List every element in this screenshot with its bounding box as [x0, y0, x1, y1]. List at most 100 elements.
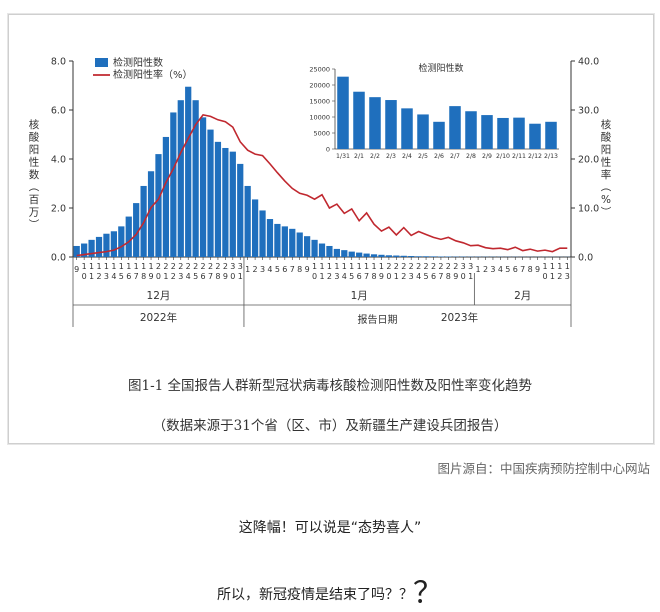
right-axis-title-char: %: [601, 194, 611, 206]
positive-count-bar: [200, 117, 206, 257]
inset-bar: [449, 106, 461, 149]
legend-line-label: 检测阳性率（%）: [113, 68, 193, 81]
article-line-2-text: 所以，新冠疫情是结束了吗？？: [217, 587, 413, 603]
inset-x-label: 2/4: [402, 153, 412, 160]
figure-caption-note: （数据来源于31个省（区、市）及新疆生产建设兵团报告）: [8, 414, 652, 434]
left-tick-label: 0.0: [51, 253, 66, 264]
x-day-label: 2: [253, 265, 258, 274]
right-tick-label: 30.0: [578, 106, 599, 117]
positive-count-bar: [349, 252, 355, 257]
positive-count-bar: [356, 253, 362, 257]
year-label-2023: 2023年: [441, 311, 478, 324]
inset-bar: [529, 124, 541, 149]
positive-count-bar: [118, 226, 124, 257]
inset-bar: [385, 100, 397, 149]
positive-count-bar: [363, 254, 369, 257]
left-axis-title-char: 阳: [29, 144, 40, 156]
left-axis-title-char: 百: [29, 194, 40, 206]
positive-count-bar: [267, 219, 273, 257]
positive-count-bar: [289, 229, 295, 257]
positive-count-bar: [155, 154, 161, 257]
inset-x-label: 2/7: [450, 153, 460, 160]
legend-bar-swatch: [95, 58, 108, 67]
article-line-1: 这降幅！可以说是“态势喜人”: [0, 517, 660, 537]
left-axis-title-char: 万: [29, 207, 40, 219]
inset-y-tick-label: 5000: [313, 130, 330, 138]
right-axis-title-char: 酸: [601, 131, 612, 144]
positive-count-bar: [319, 244, 325, 257]
positive-count-bar: [393, 256, 399, 257]
positive-count-bar: [259, 210, 265, 257]
positive-count-bar: [297, 233, 303, 258]
x-day-label: 7: [290, 265, 295, 274]
left-axis-title-char: 酸: [29, 131, 40, 144]
x-day-label: 4: [267, 265, 272, 274]
inset-x-label: 2/3: [386, 153, 396, 160]
inset-bar: [353, 92, 365, 149]
x-day-label: 8: [528, 265, 533, 274]
left-axis-title-char: ）: [27, 219, 39, 230]
inset-x-label: 2/1: [354, 153, 364, 160]
month-label-feb: 2月: [514, 290, 531, 302]
image-source-text: 图片源自：中国疾病预防控制中心网站: [437, 458, 650, 477]
inset-y-tick-label: 10000: [309, 114, 330, 122]
positive-count-bar: [185, 87, 191, 257]
inset-x-label: 2/13: [544, 153, 558, 160]
inset-bar: [369, 97, 381, 149]
positive-count-bar: [311, 240, 317, 257]
right-axis-title-char: 性: [601, 156, 612, 169]
left-tick-label: 4.0: [51, 155, 66, 166]
right-axis-title-char: （: [599, 181, 611, 192]
inset-title: 检测阳性数: [418, 62, 463, 74]
right-tick-label: 40.0: [578, 57, 599, 68]
left-axis-title-char: 性: [29, 156, 40, 169]
right-axis-title-char: 核: [601, 118, 612, 131]
positive-count-bar: [170, 112, 176, 257]
left-tick-label: 8.0: [51, 57, 66, 68]
right-axis-title-char: 率: [601, 168, 612, 181]
positive-count-bar: [371, 254, 377, 257]
inset-bar: [513, 118, 525, 149]
positive-count-bar: [386, 255, 392, 257]
positive-count-bar: [274, 224, 280, 257]
right-axis-title-char: ）: [599, 206, 611, 217]
month-label-jan: 1月: [351, 290, 368, 302]
x-day-label: 6: [282, 265, 287, 274]
x-day-label: 9: [74, 265, 79, 274]
positive-count-bar: [416, 256, 422, 257]
inset-x-label: 2/10: [496, 153, 510, 160]
left-axis-title-char: 核: [29, 118, 40, 131]
positive-count-bar: [408, 256, 414, 257]
x-day-label: 9: [535, 265, 540, 274]
inset-x-label: 2/9: [482, 153, 492, 160]
positive-count-bar: [237, 164, 243, 257]
inset-x-label: 2/12: [528, 153, 542, 160]
positive-count-bar: [126, 217, 132, 257]
positive-count-bar: [282, 226, 288, 257]
x-day-label: 3: [490, 265, 495, 274]
positive-count-bar: [103, 234, 109, 257]
positive-count-bar: [230, 152, 236, 257]
inset-x-label: 2/6: [434, 153, 444, 160]
inset-y-tick-label: 20000: [309, 82, 330, 90]
